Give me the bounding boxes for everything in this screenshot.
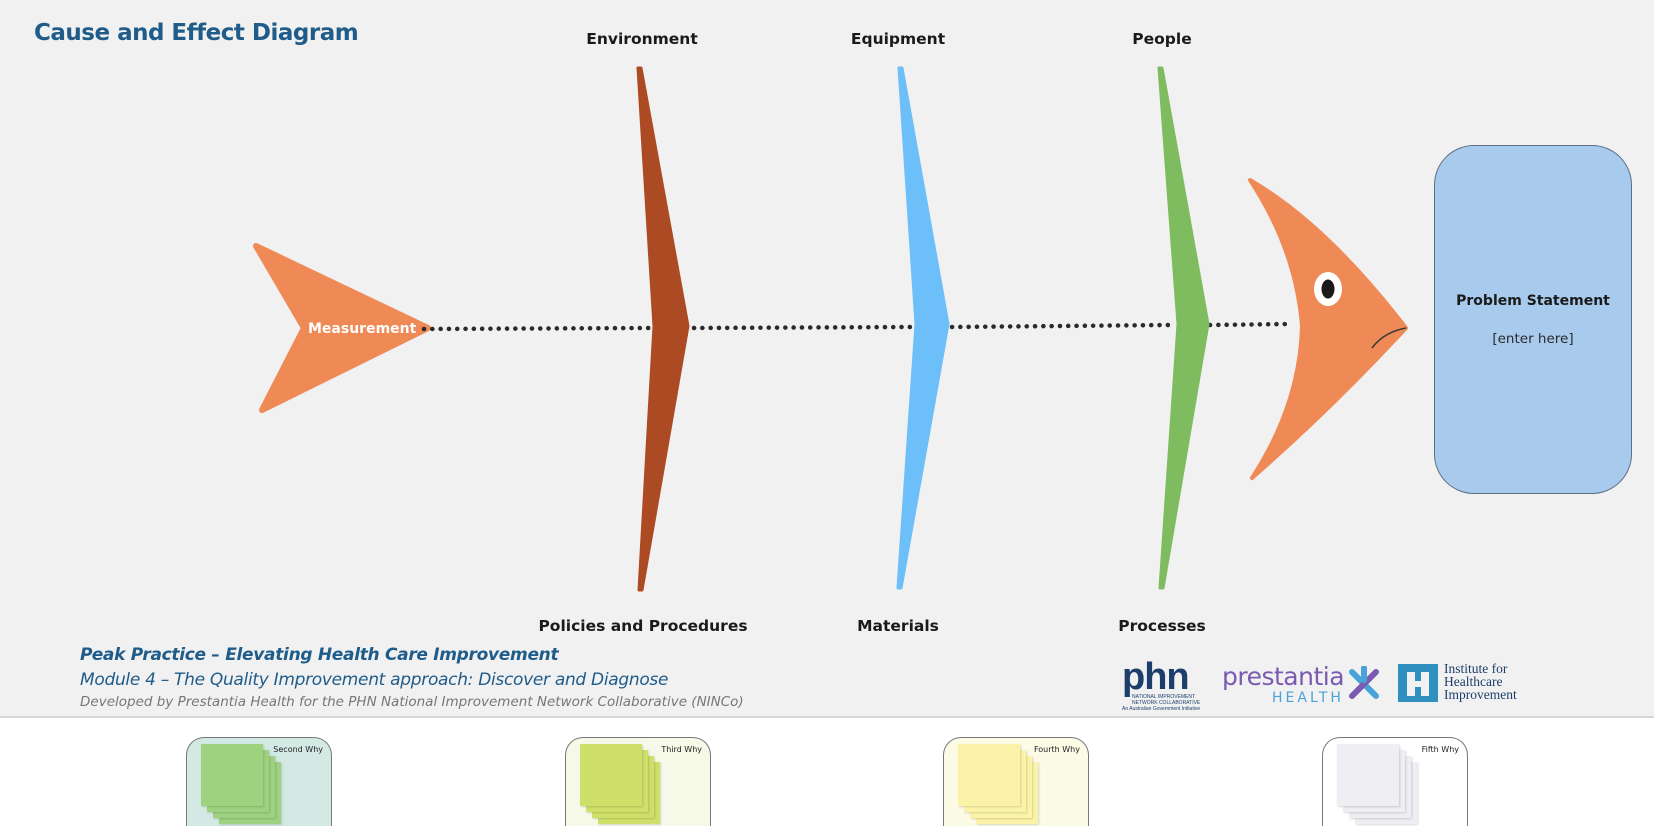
ihi-logo-text: Institute for Healthcare Improvement bbox=[1444, 661, 1517, 702]
why-card-3[interactable]: Third Why bbox=[565, 737, 711, 826]
tail-label-measurement: Measurement bbox=[308, 321, 417, 337]
fish-pupil bbox=[1321, 279, 1335, 299]
why-card-label: Third Why bbox=[661, 745, 702, 754]
why-card-2[interactable]: Second Why bbox=[186, 737, 332, 826]
page-title: Cause and Effect Diagram bbox=[34, 20, 359, 46]
spine-segment-1 bbox=[421, 325, 653, 332]
bone-equipment[interactable] bbox=[896, 66, 950, 590]
phn-logo-text: phn bbox=[1122, 656, 1190, 698]
footer-module-title: Module 4 – The Quality Improvement appro… bbox=[80, 670, 669, 690]
bone-environment[interactable] bbox=[636, 66, 690, 592]
phn-logo-sub2: NETWORK COLLABORATIVE bbox=[1132, 700, 1201, 706]
phn-logo-sub1: NATIONAL IMPROVEMENT bbox=[1132, 694, 1196, 700]
fish-mouth bbox=[1371, 327, 1407, 349]
category-processes: Processes bbox=[1118, 617, 1206, 635]
sticky-note[interactable] bbox=[958, 744, 1020, 806]
why-card-label: Fifth Why bbox=[1421, 745, 1459, 754]
category-materials: Materials bbox=[857, 617, 939, 635]
why-card-label: Fourth Why bbox=[1033, 745, 1080, 754]
why-card-5[interactable]: Fifth Why bbox=[1322, 737, 1468, 826]
bone-people[interactable] bbox=[1157, 66, 1210, 590]
ihi-line2: Healthcare bbox=[1444, 674, 1503, 689]
problem-statement-input[interactable]: [enter here] bbox=[1492, 331, 1574, 347]
footer-credit: Developed by Prestantia Health for the P… bbox=[80, 694, 744, 710]
ihi-logo: Institute for Healthcare Improvement bbox=[1398, 662, 1534, 706]
spine-segment-3 bbox=[949, 322, 1173, 330]
spine-segment-2 bbox=[691, 324, 917, 331]
sticky-note[interactable] bbox=[580, 744, 642, 806]
board-divider bbox=[0, 716, 1654, 718]
phn-logo: phn NATIONAL IMPROVEMENT NETWORK COLLABO… bbox=[1122, 656, 1212, 712]
ihi-mark-icon bbox=[1398, 664, 1438, 702]
prestantia-logo-sub: HEALTH bbox=[1272, 690, 1344, 706]
prestantia-logo: prestantia HEALTH bbox=[1222, 662, 1386, 706]
category-policies: Policies and Procedures bbox=[538, 617, 748, 635]
phn-logo-sub3: An Australian Government Initiative bbox=[1122, 706, 1201, 712]
category-people: People bbox=[1132, 30, 1192, 48]
ihi-line1: Institute for bbox=[1444, 661, 1508, 676]
sticky-note[interactable] bbox=[201, 744, 263, 806]
problem-statement-title: Problem Statement bbox=[1456, 293, 1610, 309]
fish-tail[interactable] bbox=[253, 243, 431, 413]
ihi-line3: Improvement bbox=[1444, 687, 1517, 702]
prestantia-star-icon bbox=[1349, 666, 1379, 699]
spine-segment-4 bbox=[1207, 321, 1293, 328]
footer-course-title: Peak Practice – Elevating Health Care Im… bbox=[80, 645, 559, 665]
prestantia-logo-text: prestantia bbox=[1222, 662, 1345, 691]
category-environment: Environment bbox=[586, 30, 698, 48]
fish-head[interactable] bbox=[1248, 178, 1408, 480]
sticky-note[interactable] bbox=[1337, 744, 1399, 806]
category-equipment: Equipment bbox=[850, 30, 946, 48]
why-card-4[interactable]: Fourth Why bbox=[943, 737, 1089, 826]
problem-statement-box[interactable]: Problem Statement [enter here] bbox=[1434, 145, 1632, 494]
fishbone-diagram bbox=[253, 66, 1408, 592]
why-card-label: Second Why bbox=[273, 745, 323, 754]
